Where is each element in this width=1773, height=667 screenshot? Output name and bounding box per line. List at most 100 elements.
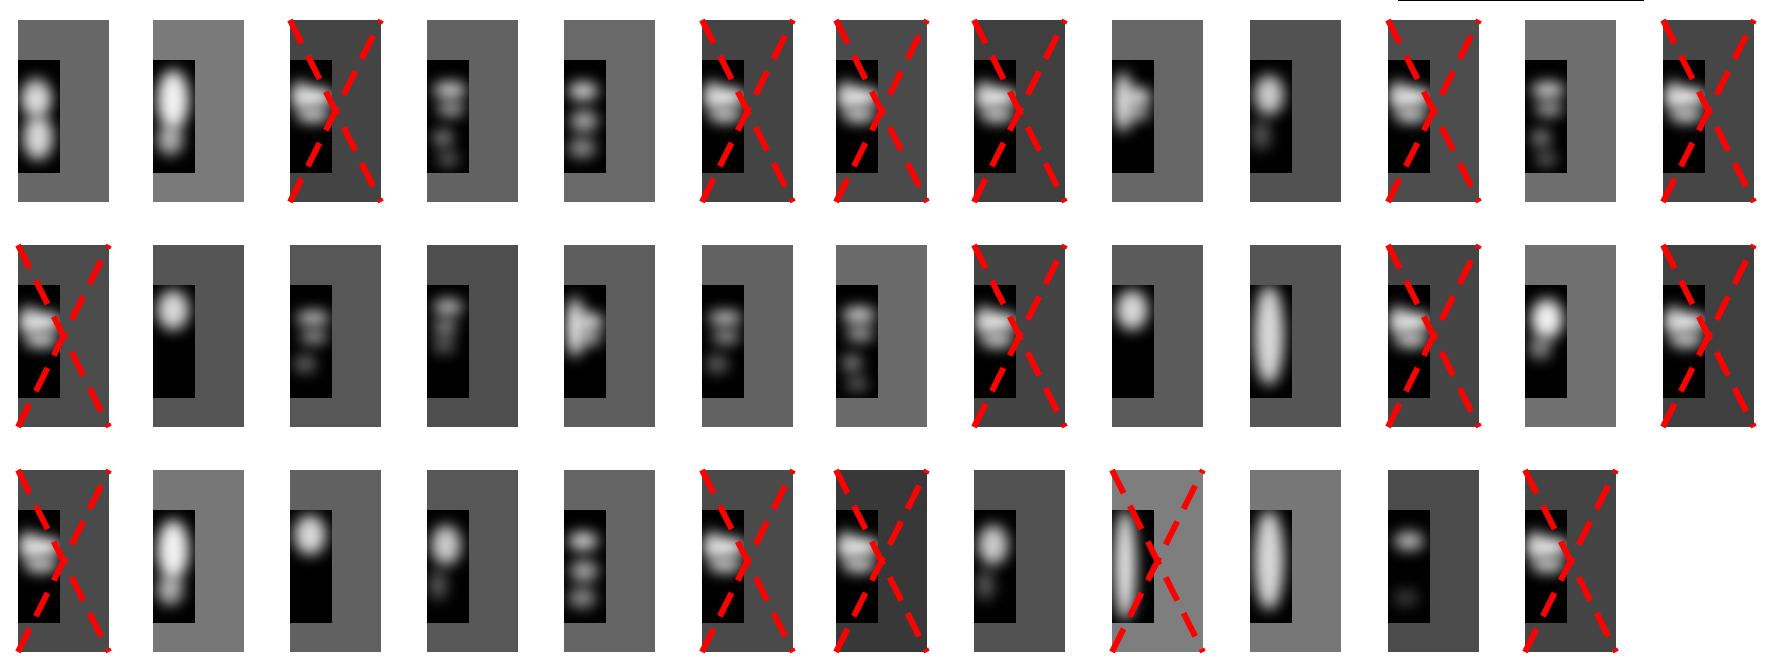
bright-blob — [846, 327, 874, 341]
bright-blob — [429, 570, 447, 600]
thumbnail-tile — [971, 18, 1068, 204]
thumbnail-tile — [1112, 245, 1203, 427]
bright-blob — [568, 588, 596, 608]
bright-blob — [294, 515, 326, 555]
bright-blob — [26, 90, 48, 110]
bright-blob — [1394, 590, 1418, 606]
thumbnail-tile — [427, 470, 518, 652]
bright-blob — [437, 152, 459, 166]
bright-blob — [576, 313, 604, 331]
thumbnail-tile — [1660, 243, 1757, 429]
thumbnail-tile — [702, 245, 793, 427]
bright-blob — [980, 333, 1014, 347]
thumbnail-tile — [1250, 470, 1341, 652]
reject-cross-icon — [699, 468, 796, 654]
bright-blob — [1535, 152, 1557, 166]
bright-blob — [1254, 285, 1284, 385]
bright-blob — [976, 305, 992, 335]
grayscale-patch — [290, 285, 332, 398]
bright-blob — [1254, 510, 1284, 610]
bright-blob — [296, 108, 330, 122]
bright-blob — [578, 331, 602, 345]
bright-blob — [980, 108, 1014, 122]
reject-cross-icon — [971, 18, 1068, 204]
bright-blob — [712, 331, 740, 343]
reject-cross-icon — [287, 18, 384, 204]
bright-blob — [704, 80, 720, 110]
thumbnail-tile — [18, 20, 109, 202]
bright-blob — [838, 80, 854, 110]
reject-cross-icon — [1385, 243, 1482, 429]
bright-blob — [1535, 102, 1563, 116]
bright-blob — [842, 558, 876, 572]
grayscale-patch — [290, 510, 332, 623]
thumbnail-tile — [1250, 245, 1341, 427]
cross-stroke — [287, 18, 384, 204]
bright-blob — [704, 530, 720, 560]
bright-blob — [1531, 130, 1551, 146]
bright-blob — [842, 355, 862, 371]
bright-blob — [1665, 80, 1681, 110]
bright-blob — [24, 558, 58, 572]
cross-stroke — [1660, 18, 1757, 204]
grayscale-patch — [974, 285, 1016, 398]
thumbnail-tile — [564, 20, 655, 202]
bright-blob — [1390, 305, 1406, 335]
cross-stroke — [1109, 468, 1206, 654]
cross-stroke — [15, 243, 112, 429]
bright-blob — [433, 82, 467, 98]
divider-line — [1398, 0, 1644, 1]
bright-blob — [1116, 290, 1148, 330]
bright-blob — [842, 108, 876, 122]
cross-stroke — [833, 468, 930, 654]
bright-blob — [976, 570, 994, 600]
bright-blob — [708, 108, 742, 122]
grayscale-patch — [564, 60, 606, 173]
grayscale-patch — [564, 510, 606, 623]
thumbnail-tile — [290, 245, 381, 427]
grayscale-patch — [1112, 60, 1154, 173]
grayscale-patch — [1250, 510, 1292, 623]
bright-blob — [1126, 106, 1150, 120]
bright-blob — [568, 82, 598, 100]
bright-blob — [433, 299, 463, 315]
cross-stroke — [15, 468, 112, 654]
bright-blob — [20, 530, 36, 560]
bright-blob — [23, 115, 53, 160]
thumbnail-tile — [971, 243, 1068, 429]
bright-blob — [1531, 558, 1565, 572]
thumbnail-tile — [290, 470, 381, 652]
reject-cross-icon — [1660, 243, 1757, 429]
cross-stroke — [1385, 243, 1482, 429]
cross-stroke — [1522, 468, 1619, 654]
bright-blob — [1669, 333, 1703, 347]
bright-blob — [1527, 530, 1543, 560]
reject-cross-icon — [1660, 18, 1757, 204]
bright-blob — [570, 110, 598, 132]
grayscale-patch — [1250, 60, 1292, 173]
bright-blob — [706, 355, 728, 373]
grayscale-patch — [564, 285, 606, 398]
bright-blob — [157, 290, 189, 330]
bright-blob — [568, 138, 596, 158]
thumbnail-tile — [427, 245, 518, 427]
cross-stroke — [699, 468, 796, 654]
bright-blob — [20, 305, 36, 335]
bright-blob — [433, 319, 457, 335]
thumbnail-tile — [1388, 470, 1479, 652]
bright-blob — [433, 130, 453, 146]
bright-blob — [296, 311, 330, 325]
bright-blob — [157, 125, 183, 155]
grayscale-patch — [153, 510, 195, 623]
reject-cross-icon — [1385, 18, 1482, 204]
grayscale-patch — [1525, 60, 1567, 173]
grayscale-patch — [1525, 285, 1567, 398]
bright-blob — [846, 377, 868, 391]
bright-blob — [157, 520, 189, 580]
reject-cross-icon — [699, 18, 796, 204]
grayscale-patch — [427, 510, 469, 623]
reject-cross-icon — [15, 243, 112, 429]
bright-blob — [1124, 88, 1152, 106]
thumbnail-tile — [287, 18, 384, 204]
